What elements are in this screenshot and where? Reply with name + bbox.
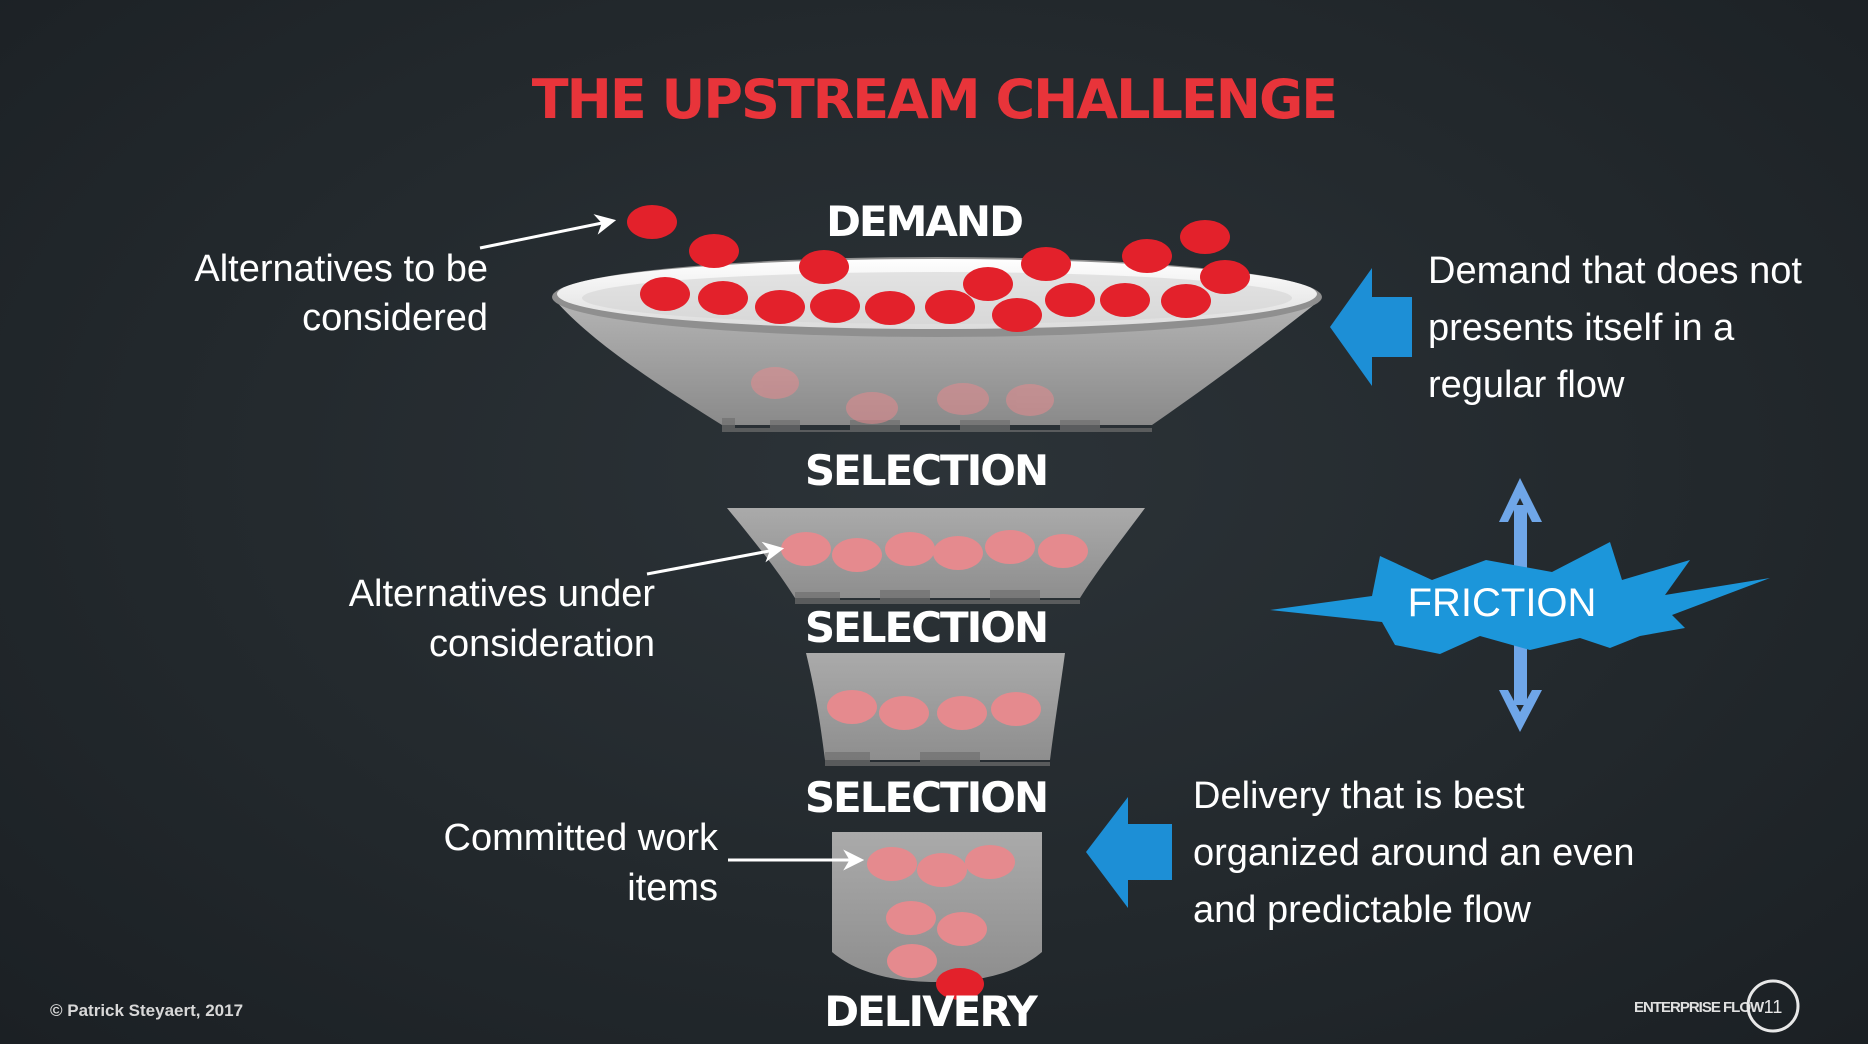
svg-text:considered: considered bbox=[302, 297, 488, 339]
label-committed: Committed work items bbox=[444, 817, 719, 909]
stage-label-selection-2: SELECTION bbox=[805, 603, 1047, 652]
items-tier-3 bbox=[827, 690, 1041, 730]
left-arrow-icon bbox=[1086, 797, 1172, 908]
pointer-arrow-2 bbox=[646, 541, 785, 576]
slide-title: THE UPSTREAM CHALLENGE bbox=[532, 68, 1336, 131]
committed-items bbox=[867, 845, 1015, 1000]
items-under-consideration bbox=[781, 530, 1088, 572]
label-alternatives-under: Alternatives under consideration bbox=[349, 573, 656, 665]
starburst-icon bbox=[1270, 542, 1770, 654]
friction-label: FRICTION bbox=[1408, 581, 1597, 625]
svg-text:organized around an even: organized around an even bbox=[1193, 832, 1635, 874]
stage-label-selection-3: SELECTION bbox=[805, 773, 1047, 822]
svg-text:Delivery that is best: Delivery that is best bbox=[1193, 775, 1525, 817]
label-alternatives-considered: Alternatives to be considered bbox=[194, 248, 488, 339]
svg-text:regular flow: regular flow bbox=[1428, 364, 1625, 406]
svg-text:Alternatives to be: Alternatives to be bbox=[194, 248, 488, 290]
brand-mark: ENTERPRISE FLOW bbox=[1634, 999, 1765, 1016]
svg-text:Alternatives under: Alternatives under bbox=[349, 573, 656, 615]
stage-label-selection-1: SELECTION bbox=[805, 446, 1047, 495]
stage-label-delivery: DELIVERY bbox=[824, 987, 1038, 1036]
left-arrow-icon bbox=[1330, 268, 1412, 386]
svg-text:Demand that does not: Demand that does not bbox=[1428, 250, 1802, 292]
svg-text:consideration: consideration bbox=[429, 623, 655, 665]
delivery-note: Delivery that is best organized around a… bbox=[1193, 775, 1635, 931]
funnel-tier-3 bbox=[806, 653, 1065, 766]
svg-text:and predictable flow: and predictable flow bbox=[1193, 889, 1532, 931]
copyright: © Patrick Steyaert, 2017 bbox=[50, 1001, 243, 1020]
pointer-arrow-1 bbox=[479, 214, 617, 250]
stage-label-demand: DEMAND bbox=[826, 197, 1022, 246]
demand-note: Demand that does not presents itself in … bbox=[1428, 250, 1802, 406]
svg-text:items: items bbox=[627, 867, 718, 909]
faded-items-top bbox=[751, 367, 1054, 424]
demand-items bbox=[627, 205, 1250, 332]
page-circle-icon bbox=[1746, 979, 1800, 1033]
svg-text:Committed work: Committed work bbox=[444, 817, 719, 859]
svg-text:presents itself in a: presents itself in a bbox=[1428, 307, 1735, 349]
page-number: 11 bbox=[1764, 997, 1783, 1017]
